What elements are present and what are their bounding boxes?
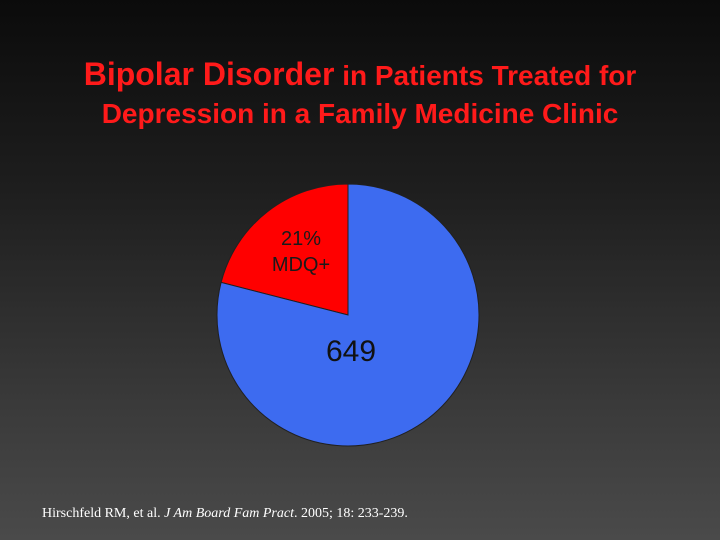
citation-authors: Hirschfeld RM, et al. [42,506,165,521]
slide-title-line-2: Depression in a Family Medicine Clinic [101,98,619,129]
slide-title-line-1: Bipolar Disorder in Patients Treated for [0,56,720,93]
pie-slices [216,183,480,447]
slice-label-count: 649 [326,335,376,368]
pie-slice-remaining [216,183,480,447]
citation: Hirschfeld RM, et al. J Am Board Fam Pra… [42,506,408,522]
pie-chart: 21% MDQ+ 649 [216,183,480,447]
citation-journal: J Am Board Fam Pract [164,506,294,521]
slide-title-emphasis: Bipolar Disorder [83,56,335,92]
pie-slice-mdq-positive [220,183,349,316]
slide-title-rest: in Patients Treated for [334,60,637,91]
slice-label-percent: 21% [281,228,321,250]
slice-label-mdq: MDQ+ [272,254,330,276]
citation-details: . 2005; 18: 233-239. [293,506,408,521]
